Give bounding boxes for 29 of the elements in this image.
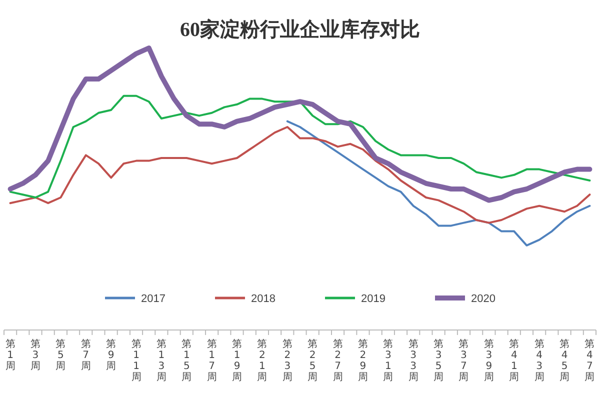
x-tick-label: 第29周 <box>358 338 368 383</box>
chart-title: 60家淀粉行业企业库存对比 <box>180 18 420 41</box>
legend-label: 2020 <box>471 293 496 305</box>
x-tick-label: 第27周 <box>332 338 343 383</box>
x-tick-label: 第13周 <box>156 338 166 383</box>
x-tick-label: 第37周 <box>458 338 469 383</box>
x-tick-label: 第43周 <box>534 338 544 383</box>
x-tick-label: 第39周 <box>484 338 494 383</box>
x-tick-label: 第15周 <box>182 338 192 383</box>
x-tick-label: 第41周 <box>509 338 520 383</box>
x-tick-label: 第21周 <box>257 338 268 383</box>
legend-label: 2018 <box>251 293 276 305</box>
x-tick-label: 第9周 <box>106 338 116 372</box>
x-tick-label: 第35周 <box>434 338 444 383</box>
x-tick-label: 第47周 <box>584 338 595 383</box>
x-tick-label: 第5周 <box>56 338 66 372</box>
x-tick-label: 第11周 <box>131 338 142 383</box>
x-tick-label: 第25周 <box>308 338 318 383</box>
x-tick-label: 第45周 <box>560 338 570 383</box>
legend-label: 2017 <box>141 293 166 305</box>
x-tick-label: 第1周 <box>5 338 16 372</box>
x-tick-label: 第19周 <box>232 338 242 383</box>
x-tick-label: 第3周 <box>30 338 40 372</box>
x-tick-label: 第7周 <box>80 338 91 372</box>
legend-label: 2019 <box>361 293 386 305</box>
x-tick-label: 第33周 <box>408 338 418 383</box>
x-tick-label: 第17周 <box>206 338 217 383</box>
x-tick-label: 第31周 <box>383 338 394 383</box>
x-tick-label: 第23周 <box>282 338 292 383</box>
